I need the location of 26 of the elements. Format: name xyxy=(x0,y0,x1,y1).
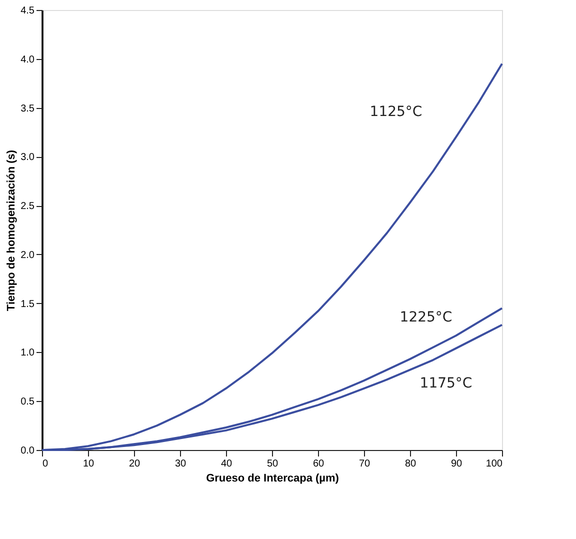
x-tick-label: 20 xyxy=(128,458,140,470)
x-tick-label: 80 xyxy=(404,458,416,470)
y-tick-label: 0.0 xyxy=(20,446,35,456)
y-tick-label: 4.5 xyxy=(20,6,35,16)
x-tick-label: 100 xyxy=(486,458,503,470)
y-tick-label: 3.0 xyxy=(20,152,35,164)
x-axis-title: Grueso de Intercapa (µm) xyxy=(206,472,340,484)
y-tick-label: 0.5 xyxy=(20,396,35,408)
y-axis-title: Tiempo de homogenización (s) xyxy=(6,150,18,312)
series-label: 1175°C xyxy=(420,375,472,392)
x-tick-label: 70 xyxy=(358,458,370,470)
x-tick-label: 60 xyxy=(312,458,324,470)
text: 1125°C xyxy=(370,104,422,120)
x-tick-label: 30 xyxy=(174,458,186,470)
y-tick-label: 2.5 xyxy=(20,201,35,212)
x-tick-label: 0 xyxy=(42,458,48,470)
y-tick-label: 3.5 xyxy=(20,103,35,114)
x-tick-label: 50 xyxy=(266,458,278,470)
x-tick-label: 10 xyxy=(82,458,94,470)
x-tick-label: 40 xyxy=(220,458,232,470)
y-tick-label: 4.0 xyxy=(20,54,35,66)
y-tick-label: 2.0 xyxy=(20,250,35,261)
y-tick-label: 1.0 xyxy=(20,348,35,359)
x-tick-label: 90 xyxy=(450,458,462,470)
y-tick-label: 1.5 xyxy=(20,298,35,310)
series-label: 1225°C xyxy=(400,310,452,326)
